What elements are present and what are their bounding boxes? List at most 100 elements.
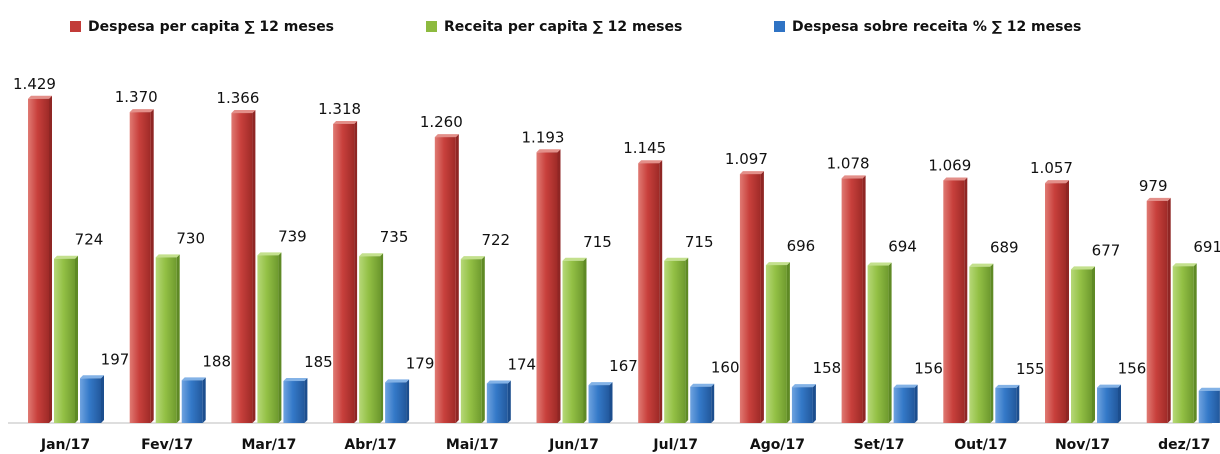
value-label-percent: 197 — [101, 350, 130, 368]
bar-side — [507, 380, 511, 423]
value-label-despesa: 1.145 — [623, 139, 666, 157]
value-label-despesa: 1.193 — [522, 128, 565, 146]
bar-side — [760, 171, 764, 423]
bar-side — [583, 257, 587, 423]
bar-front — [1045, 183, 1066, 423]
bar-side — [252, 110, 256, 424]
bar-front — [867, 265, 889, 423]
bar-top — [690, 383, 715, 387]
legend-label-percent: Despesa sobre receita % ∑ 12 meses — [792, 19, 1081, 35]
bar-side — [685, 257, 689, 423]
bar-despesa-out-17 — [943, 177, 968, 423]
bar-percent-set-17 — [893, 384, 918, 423]
bar-front — [995, 387, 1017, 423]
x-tick-label: Jun/17 — [548, 437, 599, 453]
bar-side — [964, 177, 968, 423]
bar-front — [434, 137, 456, 423]
bar-side — [862, 175, 866, 423]
bar-top — [791, 384, 816, 388]
bar-receita-abr-17 — [359, 253, 384, 423]
bar-top — [739, 171, 764, 175]
bar-front — [791, 387, 813, 423]
value-label-percent: 160 — [711, 359, 740, 377]
bar-despesa-ago-17 — [739, 171, 764, 423]
value-label-receita: 677 — [1092, 241, 1121, 259]
value-label-receita: 694 — [888, 238, 917, 256]
bar-side — [557, 149, 561, 424]
value-label-despesa: 1.370 — [115, 88, 158, 106]
bar-percent-ago-17 — [791, 384, 816, 423]
bar-side — [1118, 384, 1121, 423]
bar-side — [278, 252, 282, 423]
legend-swatch-percent — [774, 21, 785, 32]
value-label-receita: 730 — [176, 229, 205, 247]
bar-top — [1097, 384, 1121, 388]
value-label-receita: 715 — [685, 233, 714, 251]
bar-receita-jul-17 — [664, 257, 689, 423]
bar-front — [562, 260, 584, 423]
bar-percent-mar-17 — [283, 378, 308, 423]
bar-side — [75, 255, 78, 423]
bar-despesa-fev-17 — [129, 109, 154, 423]
x-tick-label: Set/17 — [854, 437, 905, 453]
bar-top — [995, 384, 1020, 388]
x-tick-label: dez/17 — [1158, 437, 1210, 453]
bar-top — [1198, 387, 1220, 391]
bar-side — [354, 120, 358, 423]
bar-front — [28, 98, 49, 424]
bar-front — [486, 383, 508, 423]
bar-side — [49, 95, 52, 424]
value-label-receita: 691 — [1193, 238, 1220, 256]
bar-side — [202, 377, 206, 423]
legend-swatch-receita — [426, 21, 437, 32]
bar-despesa-dez-17 — [1146, 197, 1171, 423]
value-label-percent: 156 — [914, 360, 943, 378]
value-label-despesa: 979 — [1139, 177, 1168, 195]
bar-receita-fev-17 — [155, 254, 180, 423]
bar-front — [969, 266, 991, 423]
bar-despesa-abr-17 — [333, 120, 358, 423]
x-tick-label: Mai/17 — [446, 437, 499, 453]
bar-percent-jan-17 — [80, 375, 104, 423]
bar-front — [1097, 387, 1118, 423]
value-label-despesa: 1.318 — [318, 100, 361, 118]
x-tick-label: Jul/17 — [652, 437, 698, 453]
value-label-despesa: 1.069 — [928, 156, 971, 174]
bar-percent-nov-17 — [1097, 384, 1121, 423]
value-label-receita: 739 — [278, 227, 307, 245]
bar-front — [1146, 200, 1168, 423]
value-label-percent: 174 — [507, 356, 536, 374]
bar-side — [888, 262, 892, 423]
bar-despesa-mai-17 — [434, 134, 459, 423]
bar-top — [486, 380, 511, 384]
bar-despesa-jun-17 — [536, 149, 561, 424]
bar-front — [1172, 266, 1194, 423]
bar-top — [893, 384, 918, 388]
x-tick-label: Nov/17 — [1055, 437, 1110, 453]
bar-despesa-mar-17 — [231, 110, 256, 424]
bar-front — [1071, 269, 1092, 423]
bar-receita-out-17 — [969, 263, 994, 423]
value-label-despesa: 1.097 — [725, 150, 768, 168]
bar-percent-mai-17 — [486, 380, 511, 423]
bar-front — [181, 380, 203, 423]
bar-side — [1193, 263, 1197, 423]
bar-side — [176, 254, 180, 423]
bar-top — [638, 160, 663, 164]
bar-top — [80, 375, 104, 379]
value-label-group: 1.429 724 197 1.370 730 188 1.366 739 185 1.318 73… — [13, 75, 1220, 381]
bar-side — [914, 384, 918, 423]
bar-side — [1167, 197, 1171, 423]
bar-receita-ago-17 — [765, 262, 790, 423]
bar-despesa-jan-17 — [28, 95, 52, 424]
bar-percent-jun-17 — [588, 382, 613, 423]
bar-front — [54, 258, 75, 423]
bar-receita-nov-17 — [1071, 266, 1095, 423]
bar-side — [990, 263, 994, 423]
bar-front — [893, 387, 915, 423]
bar-side — [1092, 266, 1095, 423]
bar-percent-dez-17 — [1198, 387, 1220, 423]
x-tick-label: Fev/17 — [141, 437, 193, 453]
bar-receita-mar-17 — [257, 252, 282, 423]
bar-top — [562, 257, 587, 261]
